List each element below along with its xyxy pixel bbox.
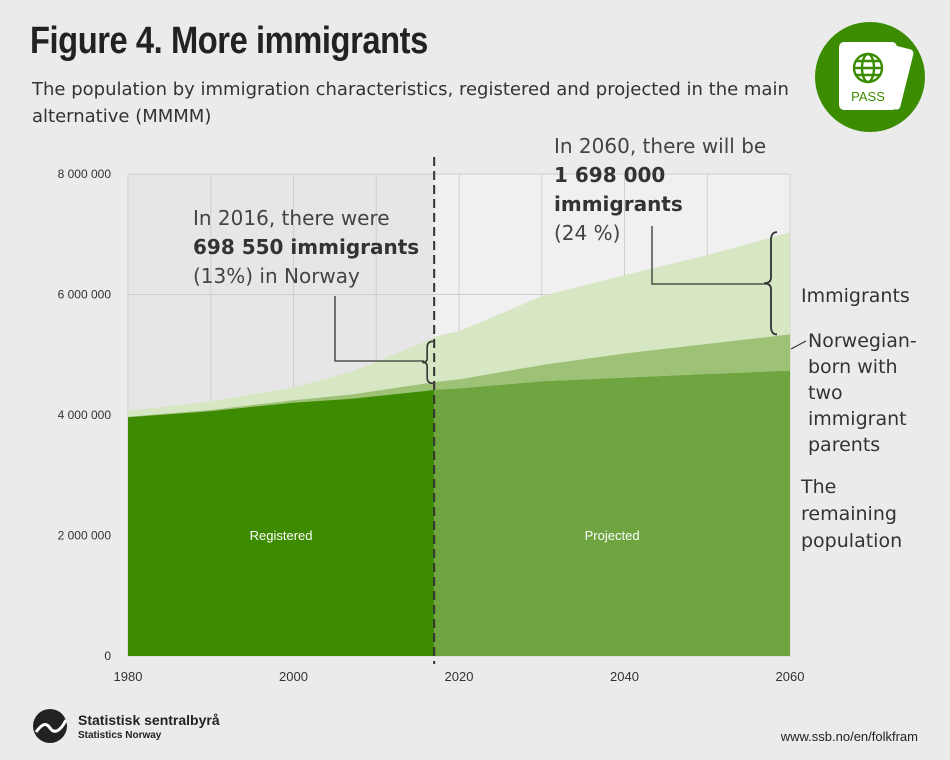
area-immigrants: [128, 232, 790, 417]
org-subname: Statistics Norway: [78, 730, 162, 741]
annotation-2016-leader: [334, 296, 424, 362]
x-tick-label: 2040: [610, 669, 639, 684]
page-title: Figure 4. More immigrants: [30, 20, 428, 62]
series-label-immigrants: Immigrants: [801, 285, 910, 307]
annotation-2060-line4: (24 %): [554, 221, 620, 245]
region-label-registered: Registered: [250, 528, 313, 543]
source-link[interactable]: www.ssb.no/en/folkfram: [780, 729, 918, 744]
x-tick-label: 2020: [445, 669, 474, 684]
y-tick-label: 8 000 000: [58, 167, 112, 181]
annotation-2016-brace: [422, 340, 434, 385]
series-label-norwegian-born-line: immigrant: [808, 408, 907, 430]
annotation-2060-leader: [651, 226, 766, 285]
y-tick-label: 2 000 000: [58, 529, 112, 543]
annotation-2060-line3: immigrants: [554, 192, 683, 216]
passport-badge: PASS: [815, 22, 925, 132]
series-label-remaining-line: population: [801, 530, 902, 552]
series-label-remaining-line: The: [800, 476, 836, 498]
passport-label: PASS: [851, 89, 885, 104]
series-label-remaining-line: remaining: [801, 503, 897, 525]
org-name: Statistisk sentralbyrå: [78, 712, 220, 728]
y-tick-label: 4 000 000: [58, 408, 112, 422]
y-tick-label: 6 000 000: [58, 288, 112, 302]
series-label-norwegian-born-line: two: [808, 382, 843, 404]
page-subtitle: The population by immigration characteri…: [32, 79, 789, 127]
globe-icon: [852, 52, 884, 84]
area-remaining-registered: [128, 389, 435, 656]
annotation-2060-line2: 1 698 000: [554, 163, 665, 187]
region-label-projected: Projected: [585, 528, 640, 543]
x-tick-label: 1980: [114, 669, 143, 684]
series-label-norwegian-born-pointer: [790, 340, 807, 350]
ssb-logo-icon: [33, 709, 68, 743]
series-label-norwegian-born-line: Norwegian-: [808, 330, 917, 352]
series-label-norwegian-born-line: born with: [808, 356, 898, 378]
annotation-2016-line2: 698 550 immigrants: [193, 235, 419, 259]
area-remaining-projected: [434, 370, 790, 656]
annotation-2016-line1: In 2016, there were: [193, 206, 390, 230]
x-tick-label: 2060: [776, 669, 805, 684]
annotation-2060-line1: In 2060, there will be: [554, 134, 766, 158]
y-tick-label: 0: [104, 649, 111, 663]
series-label-norwegian-born-line: parents: [808, 434, 880, 456]
area-norwegian-born: [128, 334, 790, 418]
annotation-2060-brace: [763, 231, 778, 336]
passport-icon: PASS: [839, 42, 914, 110]
x-tick-label: 2000: [279, 669, 308, 684]
annotation-2016-line3: (13%) in Norway: [193, 264, 360, 288]
